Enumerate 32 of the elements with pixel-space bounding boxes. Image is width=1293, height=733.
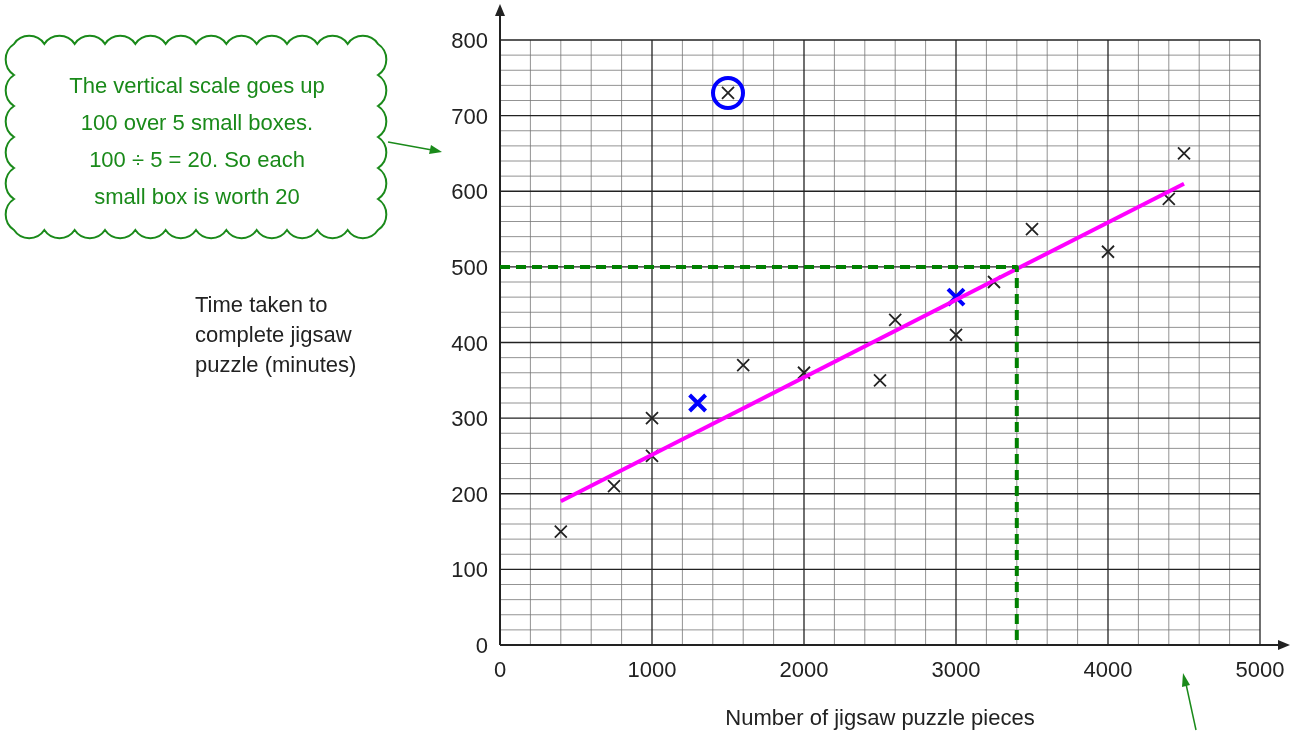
x-tick-label: 0 — [493, 657, 507, 682]
y-tick-label: 700 — [451, 103, 488, 129]
point — [797, 365, 811, 380]
text: The vertical scale goes up 100 over 5 small boxes. 100 ÷ 5 = 20. So each small box is worth 20 — [69, 73, 325, 209]
x-tick-label: 1000 — [627, 657, 677, 682]
point — [687, 393, 708, 413]
point — [553, 524, 568, 539]
point — [1177, 146, 1191, 161]
x-tick-label: 5000 — [1235, 657, 1285, 682]
x-tick-label: 4000 — [1083, 657, 1133, 682]
y-tick-label: 500 — [451, 254, 488, 280]
point — [645, 411, 659, 426]
point — [607, 479, 621, 494]
y-tick-label: 200 — [451, 481, 488, 507]
y-tick-label: 600 — [451, 179, 488, 205]
y-tick-label: 800 — [451, 28, 488, 53]
point — [888, 312, 903, 327]
y-tick-label: 0 — [475, 633, 488, 658]
point — [1101, 244, 1115, 259]
y-tick-label: 400 — [451, 330, 488, 356]
point — [1161, 191, 1176, 206]
y-tick-label: 300 — [451, 406, 488, 432]
point — [1025, 222, 1039, 236]
point — [645, 449, 659, 463]
x-tick-label: 2000 — [779, 657, 829, 682]
x-tick-label: 3000 — [931, 657, 981, 682]
y-axis-title: Time taken to complete jigsaw puzzle (minutes) — [195, 292, 357, 377]
y-tick-label: 100 — [451, 557, 488, 583]
x-axis-title: Number of jigsaw puzzle pieces — [725, 705, 1035, 730]
point — [736, 358, 751, 373]
point — [949, 328, 963, 342]
point — [873, 373, 887, 388]
